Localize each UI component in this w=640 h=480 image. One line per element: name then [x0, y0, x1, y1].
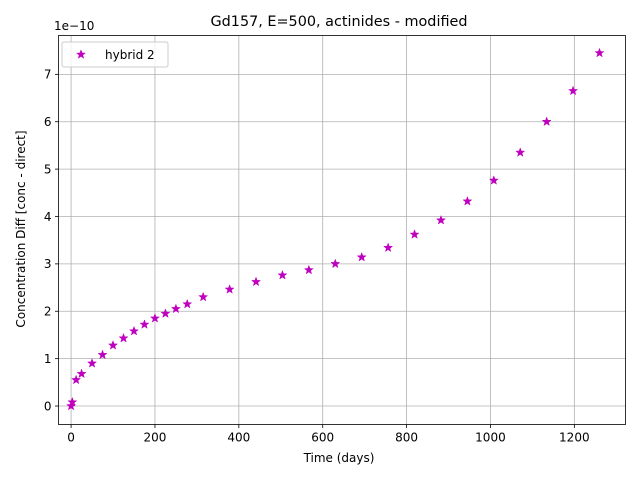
data-point	[128, 325, 140, 336]
data-point	[541, 116, 552, 127]
y-tick-label: 4	[44, 210, 52, 224]
plot-frame	[58, 35, 626, 425]
data-point	[488, 175, 499, 185]
y-tick-label: 0	[44, 399, 52, 413]
data-point	[76, 368, 87, 379]
data-point	[160, 308, 171, 318]
y-tick-label: 3	[44, 257, 52, 271]
data-point	[149, 313, 161, 323]
x-tick-label: 1000	[475, 431, 506, 445]
data-point	[250, 276, 262, 287]
data-point	[97, 349, 108, 360]
data-point	[356, 251, 367, 262]
y-offset-text: 1e−10	[54, 19, 94, 33]
data-point	[71, 374, 82, 385]
x-tick-label: 1200	[559, 431, 590, 445]
y-axis-label: Concentration Diff [conc - direct]	[14, 130, 28, 327]
data-point	[383, 242, 394, 253]
data-point	[198, 291, 209, 302]
y-tick-label: 5	[44, 162, 52, 176]
data-point	[303, 264, 314, 275]
data-point	[435, 214, 447, 225]
data-point	[330, 258, 341, 269]
data-point	[118, 332, 129, 343]
legend-marker-star	[75, 49, 87, 59]
legend: hybrid 2	[61, 41, 169, 68]
data-point	[182, 298, 193, 309]
data-point	[86, 358, 98, 368]
points-layer	[66, 47, 605, 411]
data-point	[409, 229, 420, 239]
data-point	[462, 195, 473, 206]
x-tick-label: 0	[67, 431, 75, 445]
x-axis-label: Time (days)	[303, 451, 375, 465]
y-tick-label: 1	[44, 352, 52, 366]
y-tick-label: 2	[44, 305, 52, 319]
x-tick-label: 200	[144, 431, 167, 445]
ticks-layer: 0 200 400 600 800 1000 1200 0 1 2 3 4 5 6 7	[44, 68, 590, 445]
data-point	[224, 284, 235, 294]
data-point	[67, 396, 78, 407]
chart-title: Gd157, E=500, actinides - modified	[211, 14, 468, 30]
x-tick-label: 800	[395, 431, 418, 445]
y-tick-label: 7	[44, 68, 52, 82]
data-point	[515, 147, 526, 157]
data-point	[107, 340, 119, 350]
data-point	[568, 85, 579, 96]
x-tick-label: 400	[227, 431, 250, 445]
grid-layer	[58, 35, 626, 425]
data-point	[277, 269, 288, 280]
x-tick-label: 600	[311, 431, 334, 445]
y-tick-label: 6	[44, 115, 52, 129]
data-point	[139, 319, 150, 329]
legend-box	[61, 41, 169, 68]
data-point	[594, 47, 605, 58]
legend-label: hybrid 2	[105, 48, 155, 62]
data-point	[170, 303, 181, 314]
